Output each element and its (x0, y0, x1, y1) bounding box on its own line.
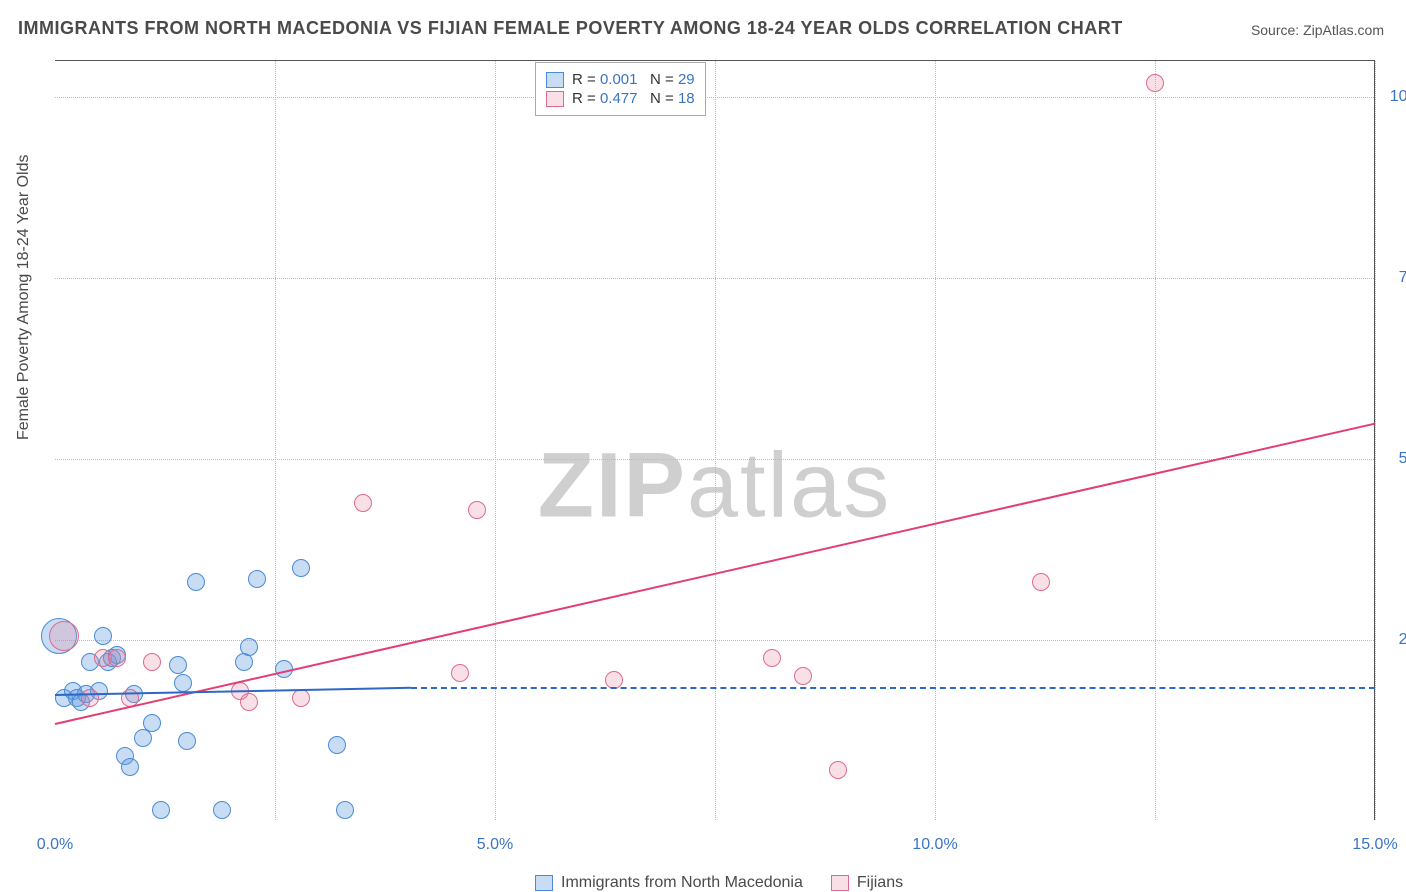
gridline-v (935, 61, 936, 820)
data-point (240, 693, 258, 711)
data-point (178, 732, 196, 750)
data-point (829, 761, 847, 779)
x-tick-label: 5.0% (477, 836, 513, 854)
data-point (174, 674, 192, 692)
legend-series: Immigrants from North Macedonia Fijians (535, 874, 903, 892)
plot-area: ZIPatlas 25.0%50.0%75.0%100.0%0.0%5.0%10… (55, 60, 1375, 820)
data-point (152, 801, 170, 819)
data-point (169, 656, 187, 674)
legend-swatch (546, 91, 564, 107)
legend-swatch (831, 875, 849, 891)
source-label: Source: ZipAtlas.com (1251, 22, 1384, 38)
y-tick-label: 100.0% (1384, 88, 1406, 106)
y-tick-label: 50.0% (1384, 450, 1406, 468)
data-point (143, 714, 161, 732)
data-point (328, 736, 346, 754)
y-tick-label: 75.0% (1384, 269, 1406, 287)
data-point (143, 653, 161, 671)
data-point (468, 501, 486, 519)
data-point (187, 573, 205, 591)
data-point (248, 570, 266, 588)
data-point (336, 801, 354, 819)
legend-row: R = 0.477 N = 18 (546, 90, 695, 107)
data-point (81, 689, 99, 707)
legend-label: Immigrants from North Macedonia (561, 874, 803, 892)
y-tick-label: 25.0% (1384, 631, 1406, 649)
data-point (1032, 573, 1050, 591)
data-point (451, 664, 469, 682)
data-point (213, 801, 231, 819)
data-point (292, 689, 310, 707)
legend-row: R = 0.001 N = 29 (546, 71, 695, 88)
y-axis-label: Female Poverty Among 18-24 Year Olds (15, 155, 33, 441)
x-tick-label: 15.0% (1352, 836, 1397, 854)
trend-line-extrapolated (411, 687, 1375, 689)
gridline-v (495, 61, 496, 820)
x-tick-label: 0.0% (37, 836, 73, 854)
legend-correlation: R = 0.001 N = 29 R = 0.477 N = 18 (535, 62, 706, 116)
data-point (292, 559, 310, 577)
data-point (94, 627, 112, 645)
legend-label: Fijians (857, 874, 903, 892)
gridline-v (275, 61, 276, 820)
legend-item: Immigrants from North Macedonia (535, 874, 803, 892)
legend-item: Fijians (831, 874, 903, 892)
data-point (121, 758, 139, 776)
gridline-v (715, 61, 716, 820)
data-point (794, 667, 812, 685)
data-point (108, 649, 126, 667)
data-point (763, 649, 781, 667)
legend-swatch (546, 72, 564, 88)
data-point (240, 638, 258, 656)
data-point (354, 494, 372, 512)
gridline-v (1375, 61, 1376, 820)
legend-swatch (535, 875, 553, 891)
gridline-v (1155, 61, 1156, 820)
chart-title: IMMIGRANTS FROM NORTH MACEDONIA VS FIJIA… (18, 18, 1123, 39)
data-point (49, 621, 79, 651)
data-point (1146, 74, 1164, 92)
x-tick-label: 10.0% (912, 836, 957, 854)
